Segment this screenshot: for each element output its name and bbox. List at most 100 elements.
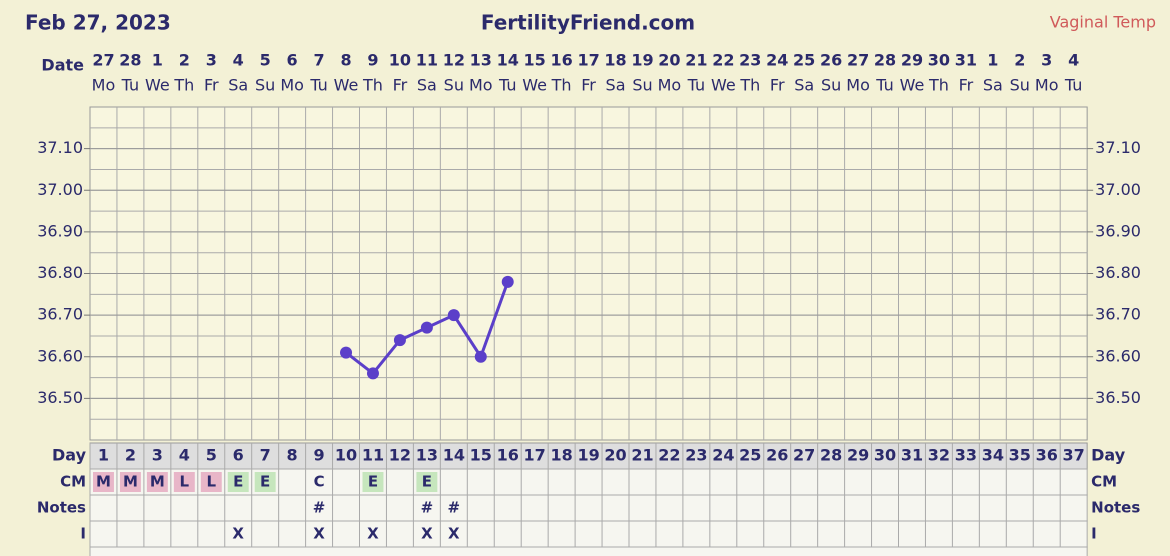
cell-text: X bbox=[313, 525, 325, 543]
y-tick-label: 36.50 bbox=[1095, 388, 1141, 407]
cycle-day: 27 bbox=[793, 446, 815, 465]
cycle-day: 19 bbox=[577, 446, 599, 465]
weekday-label: Mo bbox=[1035, 76, 1059, 95]
row-bg bbox=[89, 494, 1088, 522]
date-label: 22 bbox=[712, 51, 734, 70]
weekday-label: We bbox=[522, 76, 547, 95]
y-tick-label: 36.80 bbox=[37, 263, 83, 282]
date-label: 4 bbox=[233, 51, 244, 70]
date-label: 10 bbox=[389, 51, 411, 70]
weekday-label: Mo bbox=[280, 76, 304, 95]
weekday-label: Su bbox=[821, 76, 841, 95]
temp-point bbox=[340, 346, 353, 359]
cell-fill bbox=[119, 472, 141, 492]
cycle-day: 14 bbox=[443, 446, 465, 465]
date-label: 19 bbox=[631, 51, 653, 70]
date-label: 13 bbox=[470, 51, 492, 70]
cell-fill bbox=[146, 472, 168, 492]
cycle-day: 17 bbox=[524, 446, 546, 465]
cycle-day: 31 bbox=[901, 446, 923, 465]
temp-point bbox=[393, 334, 406, 347]
cell-text: M bbox=[150, 473, 165, 491]
weekday-label: Th bbox=[551, 76, 572, 95]
date-label: 6 bbox=[287, 51, 298, 70]
row-label: Notes bbox=[1091, 499, 1140, 517]
cell-text: L bbox=[180, 473, 190, 491]
cycle-day: 36 bbox=[1036, 446, 1058, 465]
weekday-label: Tu bbox=[875, 76, 893, 95]
cell-text: # bbox=[313, 499, 326, 517]
cycle-day: 33 bbox=[955, 446, 977, 465]
row-bg bbox=[89, 520, 1088, 548]
cycle-day: 34 bbox=[982, 446, 1004, 465]
cycle-day: 6 bbox=[233, 446, 244, 465]
weekday-label: Sa bbox=[606, 76, 626, 95]
date-label: 16 bbox=[550, 51, 572, 70]
cell-fill bbox=[200, 472, 222, 492]
cell-fill bbox=[227, 472, 249, 492]
weekday-label: Su bbox=[1010, 76, 1030, 95]
cell-fill bbox=[93, 472, 114, 492]
weekday-label: Mo bbox=[846, 76, 870, 95]
weekday-label: We bbox=[145, 76, 170, 95]
row-bg bbox=[89, 546, 1088, 556]
date-label: 24 bbox=[766, 51, 788, 70]
weekday-label: We bbox=[711, 76, 736, 95]
weekday-label: Fr bbox=[770, 76, 785, 95]
cycle-day: 1 bbox=[98, 446, 109, 465]
weekday-label: Sa bbox=[228, 76, 248, 95]
cycle-day: 11 bbox=[362, 446, 384, 465]
date-label: 7 bbox=[314, 51, 325, 70]
cell-text: E bbox=[368, 473, 378, 491]
series-name: Vaginal Temp bbox=[1050, 13, 1156, 32]
date-label: 25 bbox=[793, 51, 815, 70]
cell-text: C bbox=[314, 473, 325, 491]
cycle-day: 16 bbox=[497, 446, 519, 465]
cell-text: # bbox=[448, 499, 461, 517]
weekday-label: Fr bbox=[204, 76, 219, 95]
weekday-label: Th bbox=[362, 76, 383, 95]
date-label: 2 bbox=[1014, 51, 1025, 70]
cell-text: X bbox=[421, 525, 433, 543]
date-label: 15 bbox=[524, 51, 546, 70]
y-tick-label: 36.90 bbox=[1095, 221, 1141, 240]
weekday-label: Tu bbox=[121, 76, 139, 95]
weekday-label: Sa bbox=[983, 76, 1003, 95]
y-tick-label: 37.00 bbox=[37, 180, 83, 199]
cycle-day: 2 bbox=[125, 446, 136, 465]
date-label: 17 bbox=[577, 51, 599, 70]
x-axis-label: Date bbox=[41, 56, 84, 75]
date-label: 21 bbox=[685, 51, 707, 70]
cycle-day: 24 bbox=[712, 446, 734, 465]
date-label: 27 bbox=[92, 51, 114, 70]
y-tick-label: 37.10 bbox=[37, 138, 83, 157]
weekday-label: Sa bbox=[794, 76, 814, 95]
date-label: 26 bbox=[820, 51, 842, 70]
y-tick-label: 36.60 bbox=[37, 346, 83, 365]
cell-fill bbox=[362, 472, 384, 492]
weekday-label: Fr bbox=[959, 76, 974, 95]
cycle-day: 22 bbox=[658, 446, 680, 465]
cell-text: X bbox=[448, 525, 460, 543]
weekday-label: Mo bbox=[469, 76, 493, 95]
cycle-day: 23 bbox=[685, 446, 707, 465]
cell-text: M bbox=[96, 473, 111, 491]
weekday-label: We bbox=[334, 76, 359, 95]
date-label: 28 bbox=[119, 51, 141, 70]
cycle-day: 35 bbox=[1009, 446, 1031, 465]
cycle-day: 3 bbox=[152, 446, 163, 465]
cell-text: E bbox=[260, 473, 270, 491]
weekday-label: Tu bbox=[309, 76, 327, 95]
row-label: I bbox=[80, 525, 86, 543]
weekday-label: Su bbox=[632, 76, 652, 95]
date-label: 11 bbox=[416, 51, 438, 70]
date-label: 9 bbox=[367, 51, 378, 70]
date-label: 5 bbox=[260, 51, 271, 70]
cell-text: X bbox=[367, 525, 379, 543]
y-tick-label: 36.80 bbox=[1095, 263, 1141, 282]
cycle-day: 30 bbox=[874, 446, 896, 465]
weekday-label: Th bbox=[739, 76, 760, 95]
date-label: 4 bbox=[1068, 51, 1079, 70]
date-label: 1 bbox=[987, 51, 998, 70]
date-label: 29 bbox=[901, 51, 923, 70]
